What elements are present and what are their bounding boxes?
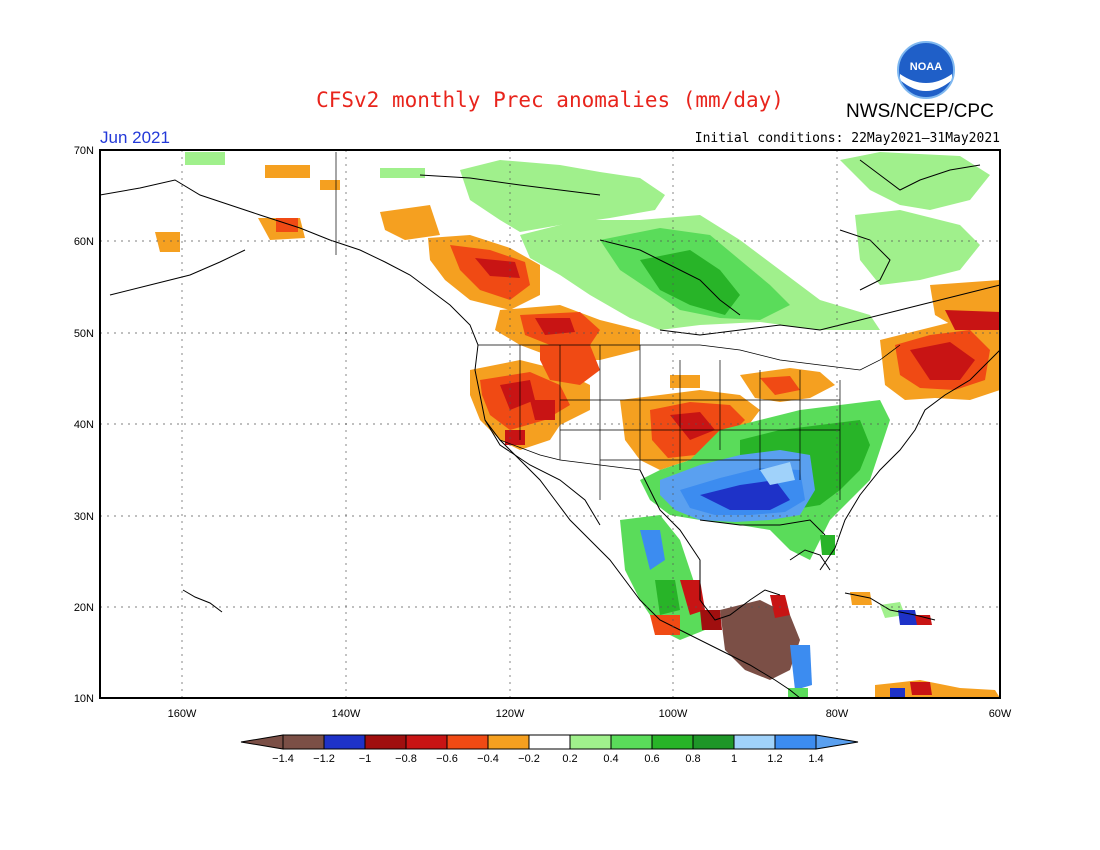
- legend-tick-label: 0.2: [562, 753, 577, 765]
- lon-label: 80W: [826, 708, 849, 720]
- legend-swatch: [733, 734, 776, 750]
- lon-label: 120W: [496, 708, 525, 720]
- forecast-period: Jun 2021: [100, 128, 170, 147]
- lat-label: 70N: [74, 145, 94, 157]
- legend-tick-label: −0.4: [477, 753, 499, 765]
- lon-label: 60W: [989, 708, 1012, 720]
- legend-swatch: [651, 734, 694, 750]
- legend-swatch: [405, 734, 448, 750]
- legend-tick-label: −1.2: [313, 753, 335, 765]
- legend-tick-label: −0.2: [518, 753, 540, 765]
- legend-swatch: [323, 734, 366, 750]
- legend-tick-label: −1: [359, 753, 372, 765]
- legend-arrow-high: [815, 734, 859, 750]
- legend-swatch: [569, 734, 612, 750]
- longitude-labels: 160W 140W 120W 100W 80W 60W: [168, 708, 1012, 720]
- legend-tick-label: 0.6: [644, 753, 659, 765]
- legend-tick-label: 1: [731, 753, 737, 765]
- lat-label: 20N: [74, 602, 94, 614]
- map-frame: [99, 149, 1001, 699]
- legend-tick-label: −1.4: [272, 753, 294, 765]
- chart-title: CFSv2 monthly Prec anomalies (mm/day): [316, 88, 784, 112]
- legend-swatch: [446, 734, 489, 750]
- political-boundaries: [335, 152, 901, 500]
- latitude-labels: 70N 60N 50N 40N 30N 20N 10N: [74, 145, 94, 705]
- legend-arrow-low: [240, 734, 284, 750]
- legend-tick-label: −0.8: [395, 753, 417, 765]
- legend-tick-label: 0.8: [685, 753, 700, 765]
- lon-label: 160W: [168, 708, 197, 720]
- lat-label: 50N: [74, 328, 94, 340]
- legend-swatch: [487, 734, 530, 750]
- lat-label: 60N: [74, 236, 94, 248]
- color-legend: −1.4 −1.2 −1 −0.8 −0.6 −0.4 −0.2 0.2 0.4 0.6 0.8 1 1…: [240, 734, 859, 765]
- organization-label: NWS/NCEP/CPC: [846, 101, 994, 122]
- lat-label: 10N: [74, 693, 94, 705]
- anomaly-patches: [155, 152, 1000, 698]
- lat-lon-grid: [100, 150, 1000, 698]
- lat-label: 40N: [74, 419, 94, 431]
- legend-swatch: [364, 734, 407, 750]
- legend-tick-label: 1.4: [808, 753, 823, 765]
- legend-swatch: [282, 734, 325, 750]
- initial-conditions-label: Initial conditions: 22May2021–31May2021: [694, 131, 1000, 146]
- lon-label: 140W: [332, 708, 361, 720]
- legend-swatch: [610, 734, 653, 750]
- noaa-logo: NOAA: [897, 41, 955, 99]
- legend-tick-label: 0.4: [603, 753, 618, 765]
- legend-tick-label: 1.2: [767, 753, 782, 765]
- legend-swatch: [774, 734, 817, 750]
- legend-swatch: [692, 734, 735, 750]
- legend-swatch: [528, 734, 571, 750]
- noaa-logo-text: NOAA: [910, 61, 942, 73]
- lon-label: 100W: [659, 708, 688, 720]
- lat-label: 30N: [74, 511, 94, 523]
- legend-tick-label: −0.6: [436, 753, 458, 765]
- coastlines: [99, 159, 1001, 699]
